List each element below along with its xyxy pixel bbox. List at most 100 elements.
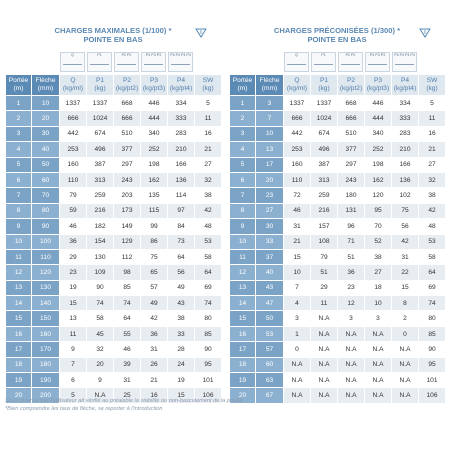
cell: 90 <box>194 341 222 358</box>
cell: 313 <box>86 171 114 189</box>
cell: 2 <box>229 110 256 127</box>
cell: 60 <box>31 171 60 189</box>
cell: 162 <box>364 171 392 189</box>
table-row: 20 200 5 N.A 25 16 15 106 <box>5 387 222 404</box>
cell: 74 <box>418 295 446 312</box>
cell: 6 <box>229 171 256 189</box>
cell: 180 <box>31 356 60 374</box>
cell: 674 <box>86 125 114 143</box>
cell: 42 <box>194 202 222 220</box>
cell: N.A <box>283 387 311 404</box>
title-line: POINTE EN BAS <box>307 35 367 44</box>
cell: 79 <box>59 187 87 204</box>
cell: 106 <box>418 387 446 404</box>
cell: 46 <box>59 218 87 235</box>
cell: 10 <box>283 264 311 281</box>
cell: N.A <box>310 310 338 327</box>
cell: 55 <box>113 325 141 343</box>
column-header: P2 (kg/pt2) <box>113 74 141 96</box>
cell: 4 <box>229 141 256 158</box>
cell: 21 <box>140 372 168 389</box>
cell: 46 <box>113 341 141 358</box>
column-label: P1 <box>319 77 329 84</box>
cell: 0 <box>283 341 311 358</box>
cell: 5 <box>229 156 256 173</box>
load-diagram: P3 P3 P3 <box>141 52 166 72</box>
cell: 666 <box>283 110 311 127</box>
cell: 11 <box>229 248 256 266</box>
cell: 190 <box>31 372 60 389</box>
table-row: 19 63 N.A N.A N.A N.A N.A 101 <box>229 372 446 389</box>
cell: 69 <box>194 279 222 297</box>
load-diagrams: Q P1 P2 P2 P3 P3 P3 P4 P4 P4 P4 <box>283 52 418 72</box>
cell: N.A <box>337 325 365 343</box>
cell: 31 <box>140 341 168 358</box>
cell: 203 <box>113 187 141 204</box>
cell: 42 <box>418 202 446 220</box>
cell: 31 <box>391 248 419 266</box>
table-row: 17 170 9 32 46 31 28 90 <box>5 341 222 358</box>
cell: 64 <box>167 248 195 266</box>
column-label: P3 <box>149 77 159 84</box>
cell: 198 <box>140 156 168 173</box>
cell: 668 <box>113 94 141 112</box>
cell: 252 <box>140 141 168 158</box>
cell: 13 <box>229 279 256 297</box>
cell: 45 <box>86 325 114 343</box>
cell: 74 <box>113 295 141 312</box>
cell: 4 <box>283 295 311 312</box>
column-unit: (m) <box>237 85 248 92</box>
column-unit: (kg/pt3) <box>142 85 166 92</box>
table-row: 12 120 23 109 98 65 56 64 <box>5 264 222 281</box>
cell: 100 <box>31 233 60 250</box>
cell: 120 <box>364 187 392 204</box>
column-unit: (kg/pt4) <box>169 85 193 92</box>
column-label: P1 <box>95 77 105 84</box>
cell: 130 <box>86 248 114 266</box>
cell: N.A <box>283 372 311 389</box>
cell: 333 <box>167 110 195 127</box>
cell: 13 <box>5 279 32 297</box>
load-diagram: P4 P4 P4 P4 <box>392 52 417 72</box>
cell: 49 <box>167 279 195 297</box>
cell: 3 <box>337 310 365 327</box>
table-row: 6 20 110 313 243 162 136 32 <box>229 171 446 189</box>
cell: 36 <box>337 264 365 281</box>
column-label: SW <box>202 77 214 84</box>
load-diagram: P2 P2 <box>114 52 139 72</box>
cell: 5 <box>194 94 222 112</box>
cell: N.A <box>310 356 338 374</box>
cell: N.A <box>364 387 392 404</box>
cell: 149 <box>113 218 141 235</box>
column-header: SW (kg) <box>194 74 222 96</box>
header-row: Portée (m) Flèche (mm) Q (kg/ml) P1 (kg) P2 (kg/p… <box>5 74 222 96</box>
cell: 56 <box>167 264 195 281</box>
cell: 243 <box>337 171 365 189</box>
cell: 387 <box>310 156 338 173</box>
cell: 283 <box>167 125 195 143</box>
cell: 173 <box>113 202 141 220</box>
cell: 13 <box>255 141 284 158</box>
cell: 90 <box>86 279 114 297</box>
column-unit: (kg/ml) <box>286 85 308 92</box>
cell: 166 <box>391 156 419 173</box>
load-diagram: P1 <box>311 52 336 72</box>
cell: 496 <box>310 141 338 158</box>
cell: 1 <box>229 94 256 112</box>
column-header: Portée (m) <box>229 74 256 96</box>
cell: 65 <box>140 264 168 281</box>
table-row: 8 27 46 216 131 95 75 42 <box>229 202 446 220</box>
cell: 50 <box>31 156 60 173</box>
cell: 120 <box>31 264 60 281</box>
cell: N.A <box>364 341 392 358</box>
cell: 1 <box>283 325 311 343</box>
cell: 38 <box>364 248 392 266</box>
table-row: 7 70 79 259 203 135 114 38 <box>5 187 222 204</box>
cell: 20 <box>5 387 32 404</box>
cell: 29 <box>59 248 87 266</box>
cell: 136 <box>167 171 195 189</box>
footnote: *Bien comprendre les taux de flèche, se … <box>5 406 163 412</box>
cell: 7 <box>283 279 311 297</box>
cell: 10 <box>229 233 256 250</box>
cell: 140 <box>31 295 60 312</box>
